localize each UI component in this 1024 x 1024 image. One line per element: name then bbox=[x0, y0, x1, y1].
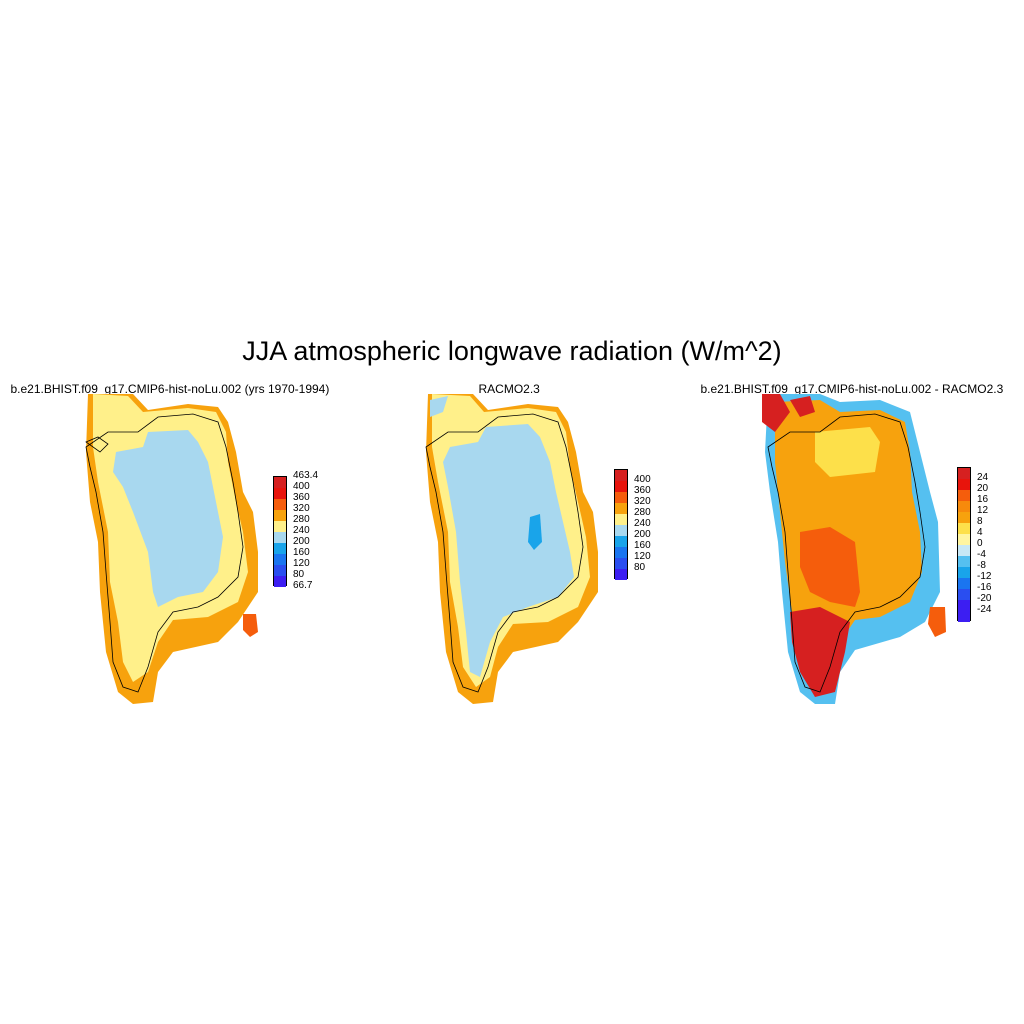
colorbar-swatch bbox=[615, 536, 627, 547]
colorbar-swatch bbox=[274, 576, 286, 587]
colorbar-swatch bbox=[615, 547, 627, 558]
colorbar-label: 4 bbox=[977, 527, 983, 538]
colorbar-swatch bbox=[958, 490, 970, 501]
colorbar-swatch bbox=[958, 468, 970, 479]
colorbar-label: 200 bbox=[634, 529, 651, 540]
colorbar-label: 240 bbox=[293, 525, 310, 536]
colorbar-label: 200 bbox=[293, 536, 310, 547]
colorbar-swatch bbox=[958, 567, 970, 578]
colorbar-swatch bbox=[615, 481, 627, 492]
colorbar-label: 66.7 bbox=[293, 580, 313, 591]
colorbar-swatch bbox=[958, 534, 970, 545]
colorbar-box bbox=[273, 476, 287, 587]
colorbar-swatch bbox=[958, 479, 970, 490]
colorbar-label: 400 bbox=[293, 481, 310, 492]
colorbar-label: -12 bbox=[977, 571, 992, 582]
colorbar-label: 120 bbox=[293, 558, 310, 569]
colorbar-swatch bbox=[274, 488, 286, 499]
panel-1-title: b.e21.BHIST.f09_g17.CMIP6-hist-noLu.002 … bbox=[10, 382, 330, 396]
colorbar-swatch bbox=[958, 556, 970, 567]
colorbar-label: 240 bbox=[634, 518, 651, 529]
colorbar-label: 80 bbox=[634, 562, 646, 573]
colorbar-label: 360 bbox=[634, 485, 651, 496]
colorbar-swatch bbox=[615, 569, 627, 580]
colorbar-swatch bbox=[615, 525, 627, 536]
colorbar-label: -8 bbox=[977, 560, 986, 571]
colorbar-label: 24 bbox=[977, 472, 989, 483]
colorbar-swatch bbox=[274, 554, 286, 565]
colorbar-label: -24 bbox=[977, 604, 992, 615]
colorbar-swatch bbox=[958, 578, 970, 589]
colorbar-swatch bbox=[615, 558, 627, 569]
colorbar-box bbox=[957, 467, 971, 622]
colorbar-swatch bbox=[615, 492, 627, 503]
colorbar-label: -16 bbox=[977, 582, 992, 593]
colorbar-label: 320 bbox=[293, 503, 310, 514]
colorbar-box bbox=[614, 469, 628, 580]
colorbar-swatch bbox=[958, 589, 970, 600]
panel-1-map bbox=[85, 394, 258, 704]
colorbar-label: 400 bbox=[634, 474, 651, 485]
colorbar-swatch bbox=[958, 501, 970, 512]
colorbar-swatch bbox=[615, 503, 627, 514]
colorbar-swatch bbox=[274, 543, 286, 554]
colorbar-label: 120 bbox=[634, 551, 651, 562]
colorbar-swatch bbox=[958, 512, 970, 523]
colorbar-swatch bbox=[958, 611, 970, 622]
figure-title: JJA atmospheric longwave radiation (W/m^… bbox=[242, 336, 782, 366]
colorbar-label: 160 bbox=[293, 547, 310, 558]
colorbar-swatch bbox=[274, 477, 286, 488]
colorbar-label: -4 bbox=[977, 549, 986, 560]
colorbar-swatch bbox=[615, 470, 627, 481]
colorbar-label: 20 bbox=[977, 483, 989, 494]
colorbar-swatch bbox=[958, 545, 970, 556]
colorbar-label: 0 bbox=[977, 538, 983, 549]
colorbar-label: 360 bbox=[293, 492, 310, 503]
colorbar-label: 280 bbox=[634, 507, 651, 518]
colorbar-swatch bbox=[958, 523, 970, 534]
panel-2-map bbox=[425, 394, 598, 704]
colorbar-swatch bbox=[274, 565, 286, 576]
panel-2-title: RACMO2.3 bbox=[478, 382, 540, 396]
colorbar-label: 463.4 bbox=[293, 470, 319, 481]
panel-3-map bbox=[762, 394, 946, 704]
colorbar-label: 160 bbox=[634, 540, 651, 551]
colorbar-label: 320 bbox=[634, 496, 651, 507]
panel-3-title: b.e21.BHIST.f09_g17.CMIP6-hist-noLu.002 … bbox=[700, 382, 1004, 396]
colorbar-swatch bbox=[958, 600, 970, 611]
colorbar-label: 280 bbox=[293, 514, 310, 525]
colorbar-label: 80 bbox=[293, 569, 305, 580]
colorbar-swatch bbox=[615, 514, 627, 525]
colorbar-swatch bbox=[274, 510, 286, 521]
colorbar-label: 12 bbox=[977, 505, 989, 516]
colorbar-swatch bbox=[274, 532, 286, 543]
colorbar-label: 8 bbox=[977, 516, 983, 527]
colorbar-swatch bbox=[274, 521, 286, 532]
colorbar-label: 16 bbox=[977, 494, 989, 505]
colorbar-label: -20 bbox=[977, 593, 992, 604]
colorbar-swatch bbox=[274, 499, 286, 510]
